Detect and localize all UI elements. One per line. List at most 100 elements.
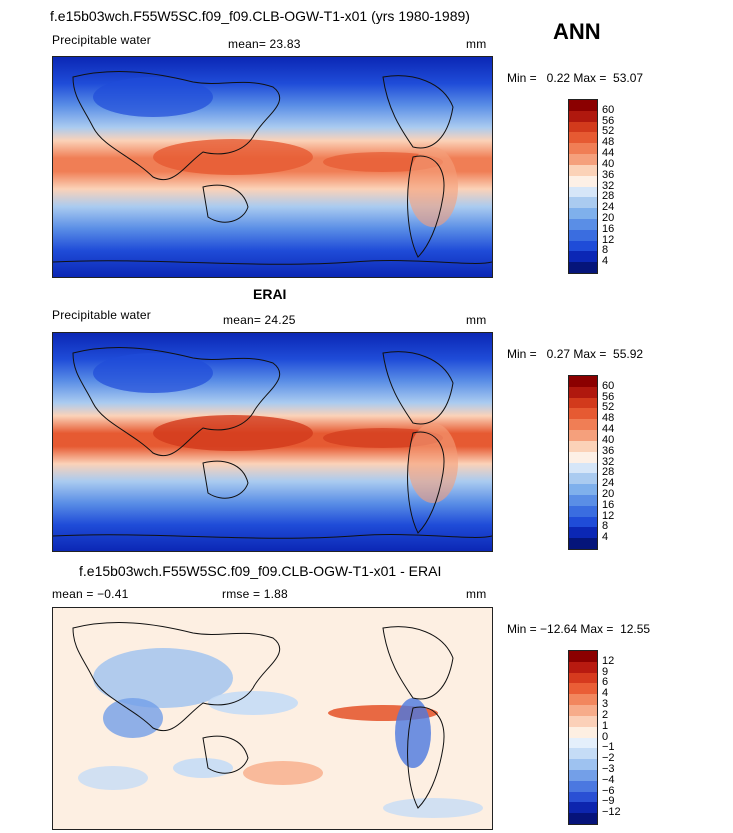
panel3-colorbar bbox=[568, 650, 598, 825]
panel1-map bbox=[52, 56, 493, 278]
colorbar-tick-label: 44 bbox=[602, 423, 615, 436]
colorbar-swatch bbox=[569, 791, 597, 803]
colorbar-swatch bbox=[569, 538, 597, 549]
colorbar-tick-label: 0 bbox=[602, 730, 609, 743]
panel3-title: f.e15b03wch.F55W5SC.f09_f09.CLB-OGW-T1-x… bbox=[79, 563, 442, 579]
colorbar-tick-label: 40 bbox=[602, 433, 615, 446]
colorbar-tick-label: 9 bbox=[602, 665, 609, 678]
colorbar-tick-label: −6 bbox=[602, 784, 615, 797]
colorbar-tick-label: 36 bbox=[602, 168, 615, 181]
colorbar-tick-label: −4 bbox=[602, 773, 615, 786]
colorbar-swatch bbox=[569, 462, 597, 474]
colorbar-tick-label: 44 bbox=[602, 147, 615, 160]
colorbar-swatch bbox=[569, 186, 597, 198]
colorbar-swatch bbox=[569, 154, 597, 165]
colorbar-tick-label: 12 bbox=[602, 509, 615, 522]
colorbar-tick-label: 16 bbox=[602, 222, 615, 235]
colorbar-tick-label: 20 bbox=[602, 487, 615, 500]
colorbar-tick-label: 16 bbox=[602, 498, 615, 511]
colorbar-tick-label: 56 bbox=[602, 114, 615, 127]
colorbar-tick-label: 2 bbox=[602, 708, 609, 721]
colorbar-tick-label: 6 bbox=[602, 676, 609, 689]
colorbar-swatch bbox=[569, 516, 597, 528]
colorbar-tick-label: −12 bbox=[602, 806, 621, 819]
colorbar-swatch bbox=[569, 419, 597, 431]
colorbar-swatch bbox=[569, 737, 597, 749]
colorbar-swatch bbox=[569, 473, 597, 485]
colorbar-tick-label: 32 bbox=[602, 179, 615, 192]
colorbar-tick-label: 12 bbox=[602, 654, 615, 667]
colorbar-swatch bbox=[569, 683, 597, 695]
colorbar-tick-label: 4 bbox=[602, 255, 609, 268]
panel1-mean: mean= 23.83 bbox=[228, 37, 301, 51]
colorbar-tick-label: 52 bbox=[602, 401, 615, 414]
colorbar-swatch bbox=[569, 408, 597, 420]
colorbar-tick-label: 36 bbox=[602, 444, 615, 457]
colorbar-swatch bbox=[569, 505, 597, 517]
colorbar-tick-label: 8 bbox=[602, 520, 609, 533]
colorbar-tick-label: 56 bbox=[602, 390, 615, 403]
colorbar-tick-label: 24 bbox=[602, 477, 615, 490]
panel2-colorbar bbox=[568, 375, 598, 550]
colorbar-tick-label: −9 bbox=[602, 795, 615, 808]
colorbar-tick-label: 4 bbox=[602, 531, 609, 544]
colorbar-tick-label: −2 bbox=[602, 752, 615, 765]
colorbar-tick-label: 52 bbox=[602, 125, 615, 138]
colorbar-swatch bbox=[569, 110, 597, 122]
colorbar-tick-label: 20 bbox=[602, 211, 615, 224]
colorbar-tick-label: 40 bbox=[602, 157, 615, 170]
panel3-rmse: rmse = 1.88 bbox=[222, 587, 288, 601]
colorbar-swatch bbox=[569, 651, 597, 662]
panel3-map bbox=[52, 607, 493, 830]
colorbar-swatch bbox=[569, 397, 597, 409]
panel2-minmax: Min = 0.27 Max = 55.92 bbox=[507, 347, 644, 361]
colorbar-swatch bbox=[569, 208, 597, 219]
colorbar-swatch bbox=[569, 769, 597, 781]
panel2-map bbox=[52, 332, 493, 552]
panel1-title: f.e15b03wch.F55W5SC.f09_f09.CLB-OGW-T1-x… bbox=[50, 8, 470, 24]
colorbar-swatch bbox=[569, 132, 597, 144]
colorbar-tick-label: 8 bbox=[602, 244, 609, 257]
colorbar-swatch bbox=[569, 661, 597, 673]
colorbar-tick-label: −1 bbox=[602, 741, 615, 754]
colorbar-swatch bbox=[569, 121, 597, 133]
colorbar-swatch bbox=[569, 451, 597, 463]
colorbar-swatch bbox=[569, 527, 597, 539]
panel1-units: mm bbox=[466, 37, 487, 51]
colorbar-swatch bbox=[569, 386, 597, 398]
colorbar-swatch bbox=[569, 802, 597, 814]
colorbar-swatch bbox=[569, 705, 597, 716]
colorbar-tick-label: 60 bbox=[602, 379, 615, 392]
panel1-minmax: Min = 0.22 Max = 53.07 bbox=[507, 71, 644, 85]
colorbar-swatch bbox=[569, 748, 597, 760]
colorbar-swatch bbox=[569, 229, 597, 241]
colorbar-swatch bbox=[569, 715, 597, 727]
colorbar-swatch bbox=[569, 262, 597, 273]
panel1-variable: Precipitable water bbox=[52, 33, 151, 47]
colorbar-swatch bbox=[569, 240, 597, 252]
colorbar-swatch bbox=[569, 440, 597, 452]
panel2-title: ERAI bbox=[253, 286, 287, 302]
colorbar-tick-label: 1 bbox=[602, 719, 609, 732]
colorbar-swatch bbox=[569, 430, 597, 441]
season-label: ANN bbox=[553, 19, 601, 44]
colorbar-tick-label: 3 bbox=[602, 698, 609, 711]
colorbar-swatch bbox=[569, 143, 597, 155]
panel3-mean: mean = −0.41 bbox=[52, 587, 129, 601]
colorbar-swatch bbox=[569, 672, 597, 684]
colorbar-tick-label: 32 bbox=[602, 455, 615, 468]
colorbar-swatch bbox=[569, 813, 597, 824]
colorbar-swatch bbox=[569, 694, 597, 706]
colorbar-swatch bbox=[569, 197, 597, 209]
colorbar-tick-label: 4 bbox=[602, 687, 609, 700]
colorbar-tick-label: 28 bbox=[602, 190, 615, 203]
colorbar-swatch bbox=[569, 759, 597, 770]
colorbar-tick-label: 28 bbox=[602, 466, 615, 479]
panel3-units: mm bbox=[466, 587, 487, 601]
colorbar-swatch bbox=[569, 218, 597, 230]
colorbar-swatch bbox=[569, 726, 597, 738]
colorbar-swatch bbox=[569, 780, 597, 792]
colorbar-swatch bbox=[569, 494, 597, 506]
panel2-units: mm bbox=[466, 313, 487, 327]
colorbar-tick-label: 48 bbox=[602, 136, 615, 149]
